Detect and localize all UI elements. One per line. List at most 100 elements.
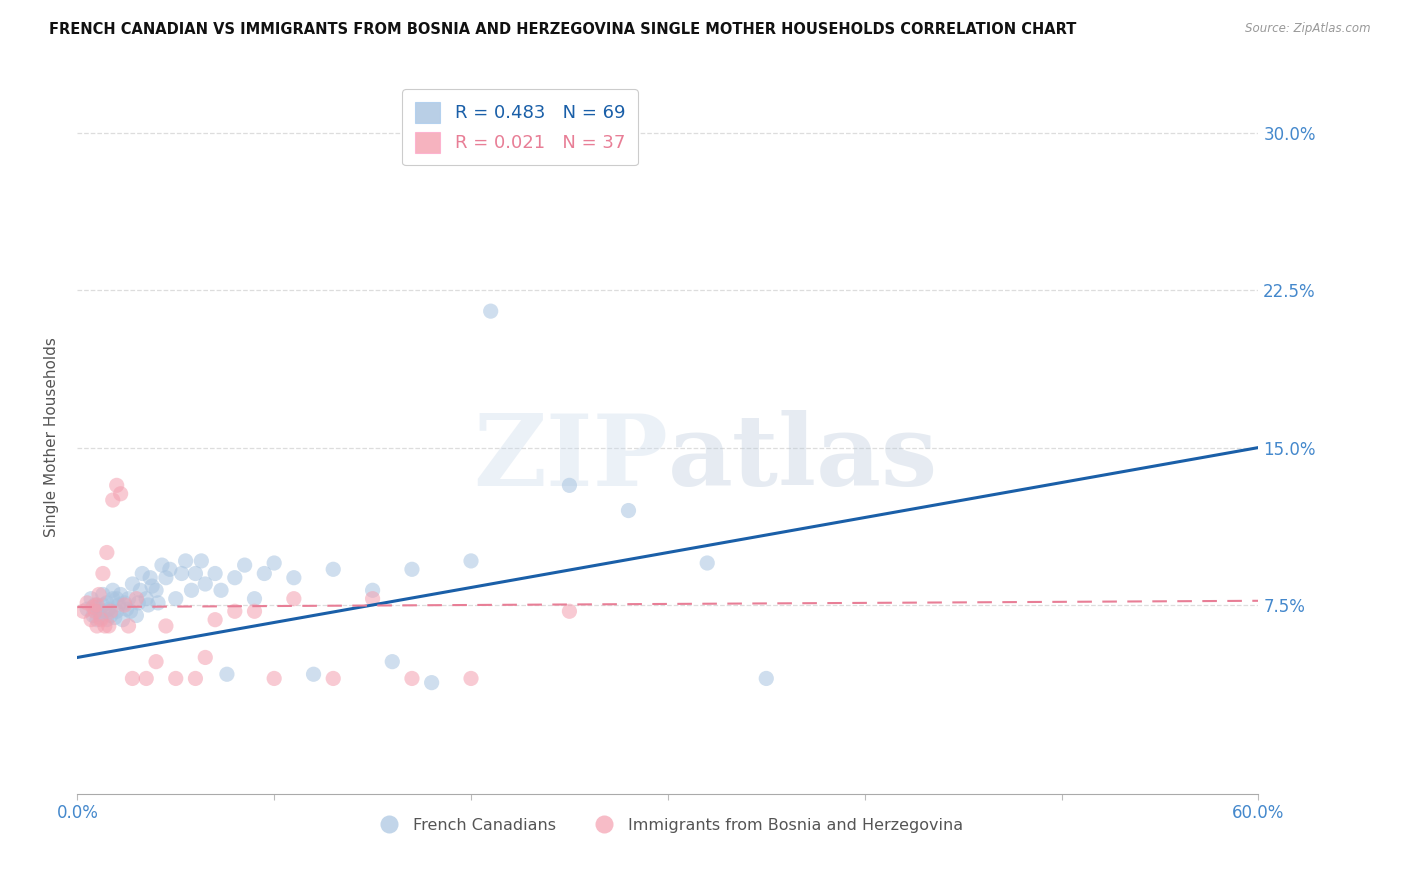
Point <box>94 619 117 633</box>
Point <box>97 602 120 616</box>
Point <box>145 583 167 598</box>
Point <box>129 583 152 598</box>
Point <box>146 596 169 610</box>
Point <box>617 503 640 517</box>
Point <box>224 571 246 585</box>
Point <box>460 672 482 686</box>
Point <box>165 591 187 606</box>
Point <box>180 583 202 598</box>
Point <box>253 566 276 581</box>
Point <box>558 604 581 618</box>
Point <box>91 598 114 612</box>
Point <box>283 591 305 606</box>
Y-axis label: Single Mother Households: Single Mother Households <box>44 337 59 537</box>
Point <box>155 571 177 585</box>
Point <box>87 604 110 618</box>
Point <box>558 478 581 492</box>
Point <box>159 562 181 576</box>
Point <box>121 672 143 686</box>
Point <box>111 613 134 627</box>
Point <box>117 591 139 606</box>
Point <box>243 604 266 618</box>
Point <box>114 598 136 612</box>
Point <box>86 619 108 633</box>
Point <box>84 598 107 612</box>
Point <box>105 604 128 618</box>
Point <box>125 591 148 606</box>
Point <box>121 577 143 591</box>
Point <box>150 558 173 573</box>
Point <box>105 591 128 606</box>
Point <box>91 587 114 601</box>
Point <box>72 604 94 618</box>
Point <box>755 672 778 686</box>
Point <box>184 566 207 581</box>
Legend: French Canadians, Immigrants from Bosnia and Herzegovina: French Canadians, Immigrants from Bosnia… <box>367 812 969 839</box>
Point <box>170 566 193 581</box>
Point <box>204 566 226 581</box>
Point <box>127 596 149 610</box>
Point <box>80 613 103 627</box>
Point <box>420 675 443 690</box>
Point <box>117 619 139 633</box>
Point <box>283 571 305 585</box>
Point <box>155 619 177 633</box>
Point <box>100 608 122 623</box>
Point <box>190 554 212 568</box>
Point <box>174 554 197 568</box>
Text: ZIP: ZIP <box>472 410 668 507</box>
Point <box>120 604 142 618</box>
Point <box>110 587 132 601</box>
Point <box>322 672 344 686</box>
Point <box>135 591 157 606</box>
Point <box>90 613 112 627</box>
Point <box>322 562 344 576</box>
Point <box>104 610 127 624</box>
Point <box>84 604 107 618</box>
Point <box>194 650 217 665</box>
Point <box>243 591 266 606</box>
Point <box>233 558 256 573</box>
Point <box>105 478 128 492</box>
Point <box>204 613 226 627</box>
Point <box>96 613 118 627</box>
Point <box>101 583 124 598</box>
Point <box>401 562 423 576</box>
Point <box>224 604 246 618</box>
Point <box>87 587 110 601</box>
Point <box>136 598 159 612</box>
Point <box>86 600 108 615</box>
Point <box>80 591 103 606</box>
Point <box>76 602 98 616</box>
Point <box>135 672 157 686</box>
Point <box>184 672 207 686</box>
Point <box>401 672 423 686</box>
Point <box>361 583 384 598</box>
Point <box>101 591 124 606</box>
Point <box>165 672 187 686</box>
Text: atlas: atlas <box>668 410 938 507</box>
Point <box>94 604 117 618</box>
Text: Source: ZipAtlas.com: Source: ZipAtlas.com <box>1246 22 1371 36</box>
Point <box>460 554 482 568</box>
Point <box>76 596 98 610</box>
Point <box>194 577 217 591</box>
Point <box>145 655 167 669</box>
Point <box>302 667 325 681</box>
Text: FRENCH CANADIAN VS IMMIGRANTS FROM BOSNIA AND HERZEGOVINA SINGLE MOTHER HOUSEHOL: FRENCH CANADIAN VS IMMIGRANTS FROM BOSNI… <box>49 22 1077 37</box>
Point <box>141 579 163 593</box>
Point <box>86 598 108 612</box>
Point <box>90 610 112 624</box>
Point <box>209 583 232 598</box>
Point <box>82 608 104 623</box>
Point <box>361 591 384 606</box>
Point <box>96 596 118 610</box>
Point <box>263 672 285 686</box>
Point <box>114 596 136 610</box>
Point <box>696 556 718 570</box>
Point <box>86 613 108 627</box>
Point <box>139 571 162 585</box>
Point <box>110 487 132 501</box>
Point <box>215 667 238 681</box>
Point <box>91 566 114 581</box>
